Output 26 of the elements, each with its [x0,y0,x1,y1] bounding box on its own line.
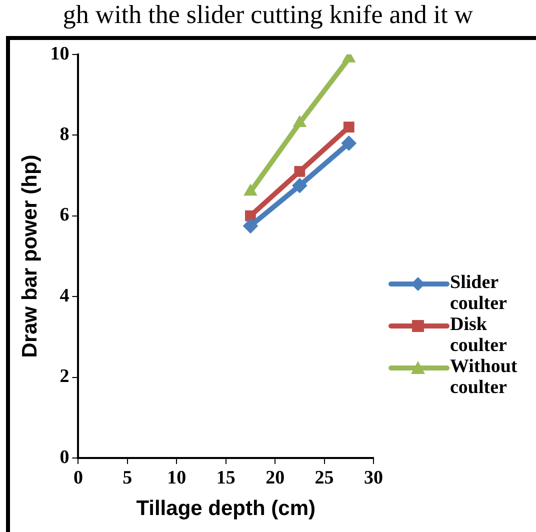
x-tick-label: 25 [314,467,334,488]
legend-label: Slider coulter [450,272,508,314]
x-tick-label: 5 [122,467,132,488]
point [242,218,258,234]
point [293,116,306,128]
x-tick-label: 10 [167,467,186,488]
point [341,136,356,151]
y-tick-label: 8 [60,124,70,146]
point [292,178,308,194]
x-axis-title: Tillage depth (cm) [136,497,316,520]
x-tick-label: 20 [266,467,285,488]
y-tick-label: 2 [60,366,70,388]
x-tick-label: 30 [364,467,383,488]
legend-label: Without coulter [450,356,518,398]
y-tick-label: 4 [60,285,70,306]
x-tick-label: 15 [216,467,236,488]
x-tick-label: 0 [73,467,83,488]
point [244,184,258,196]
y-axis-title: Draw bar power (hp) [18,154,42,358]
text: gh with the slider cutting knife and it w [62,0,474,30]
y-tick-label: 0 [60,446,70,468]
point [343,122,354,132]
point [294,166,306,177]
legend-label: Disk coulter [450,314,508,356]
y-tick-label: 6 [60,204,70,226]
y-tick-label: 10 [50,43,70,64]
